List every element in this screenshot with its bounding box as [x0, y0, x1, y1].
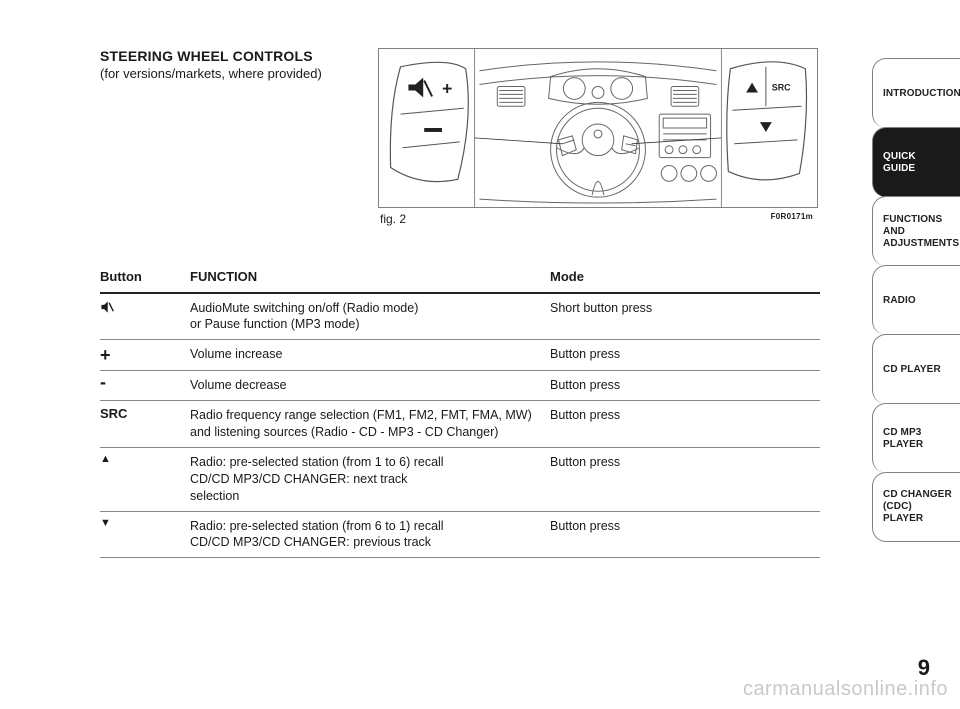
mode-cell: Button press — [550, 371, 820, 400]
mode-cell: Button press — [550, 401, 820, 447]
figure-svg: + — [379, 49, 817, 207]
side-tab[interactable]: CD CHANGER (CDC) PLAYER — [872, 472, 960, 542]
controls-table: Button FUNCTION Mode AudioMute switching… — [100, 262, 820, 558]
function-cell: Radio: pre-selected station (from 1 to 6… — [190, 448, 550, 511]
table-row: + Volume increaseButton press — [100, 340, 820, 371]
figure-caption: fig. 2 — [380, 212, 920, 226]
side-tab[interactable]: CD PLAYER — [872, 334, 960, 404]
button-cell: SRC — [100, 401, 190, 447]
mode-cell: Button press — [550, 448, 820, 511]
side-tab[interactable]: CD MP3 PLAYER — [872, 403, 960, 473]
button-cell: ▼ — [100, 512, 190, 558]
side-tab[interactable]: FUNCTIONS AND ADJUSTMENTS — [872, 196, 960, 266]
minus-icon: - — [100, 377, 106, 388]
table-row: ▲ Radio: pre-selected station (from 1 to … — [100, 448, 820, 512]
mute-icon — [100, 300, 114, 316]
button-cell: - — [100, 371, 190, 400]
th-mode: Mode — [550, 262, 820, 292]
dashboard-illustration — [475, 62, 722, 203]
mode-cell: Button press — [550, 512, 820, 558]
svg-text:+: + — [442, 78, 452, 98]
button-cell: + — [100, 340, 190, 370]
table-row: ▼ Radio: pre-selected station (from 6 to … — [100, 512, 820, 559]
page-subtitle: (for versions/markets, where provided) — [100, 66, 360, 81]
figure-code: F0R0171m — [771, 212, 813, 221]
watermark: carmanualsonline.info — [743, 678, 948, 701]
function-cell: AudioMute switching on/off (Radio mode) … — [190, 294, 550, 340]
figure-box: + — [378, 48, 818, 208]
manual-page: STEERING WHEEL CONTROLS (for versions/ma… — [0, 0, 960, 709]
mode-cell: Button press — [550, 340, 820, 370]
function-cell: Volume decrease — [190, 371, 550, 400]
th-button: Button — [100, 262, 190, 292]
function-cell: Radio frequency range selection (FM1, FM… — [190, 401, 550, 447]
function-cell: Radio: pre-selected station (from 6 to 1… — [190, 512, 550, 558]
side-tabs: INTRODUCTIONQUICK GUIDEFUNCTIONS AND ADJ… — [872, 58, 960, 541]
figure-wrap: + — [378, 48, 920, 226]
button-cell — [100, 294, 190, 340]
button-cell: ▲ — [100, 448, 190, 511]
header-text: STEERING WHEEL CONTROLS (for versions/ma… — [100, 48, 360, 81]
left-control-closeup: + — [390, 62, 468, 181]
right-control-closeup: SRC — [727, 62, 807, 180]
down-triangle-icon: ▼ — [100, 518, 111, 529]
svg-text:SRC: SRC — [772, 82, 791, 92]
page-title: STEERING WHEEL CONTROLS — [100, 48, 360, 64]
table-row: - Volume decreaseButton press — [100, 371, 820, 401]
th-function: FUNCTION — [190, 262, 550, 292]
table-row: AudioMute switching on/off (Radio mode) … — [100, 294, 820, 341]
src-label: SRC — [100, 407, 127, 420]
header-row: STEERING WHEEL CONTROLS (for versions/ma… — [100, 48, 920, 226]
table-row: SRC Radio frequency range selection (FM1,… — [100, 401, 820, 448]
plus-icon: + — [100, 346, 111, 364]
table-header-row: Button FUNCTION Mode — [100, 262, 820, 294]
mode-cell: Short button press — [550, 294, 820, 340]
side-tab[interactable]: QUICK GUIDE — [872, 127, 960, 197]
up-triangle-icon: ▲ — [100, 454, 111, 465]
function-cell: Volume increase — [190, 340, 550, 370]
side-tab[interactable]: RADIO — [872, 265, 960, 335]
side-tab[interactable]: INTRODUCTION — [872, 58, 960, 128]
